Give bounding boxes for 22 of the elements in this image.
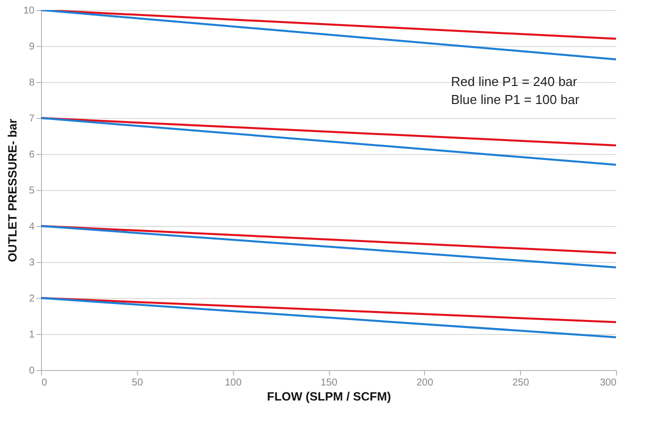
x-tick-label: 250 xyxy=(512,378,530,388)
annotation: Red line P1 = 240 bar xyxy=(451,74,578,89)
y-tick-label: 10 xyxy=(23,6,35,16)
y-tick-label: 8 xyxy=(28,78,35,88)
x-tick-label: 150 xyxy=(320,378,338,388)
x-tick-label: 200 xyxy=(416,378,434,388)
y-tick-label: 3 xyxy=(28,258,35,268)
x-tick-label: 50 xyxy=(132,378,144,388)
y-tick-label: 6 xyxy=(28,150,35,160)
y-axis-title: OUTLET PRESSURE- bar xyxy=(5,118,20,262)
x-tick-label: 300 xyxy=(600,378,617,388)
x-tick-label: 0 xyxy=(42,378,48,388)
y-tick-label: 7 xyxy=(28,114,35,124)
y-tick-label: 0 xyxy=(28,366,35,376)
x-tick-label: 100 xyxy=(224,378,242,388)
y-tick-label: 4 xyxy=(28,222,35,232)
x-axis-title: FLOW (SLPM / SCFM) xyxy=(267,390,391,404)
y-tick-label: 9 xyxy=(28,42,35,52)
y-tick-label: 1 xyxy=(28,330,35,340)
y-tick-label: 2 xyxy=(28,294,35,304)
annotation: Blue line P1 = 100 bar xyxy=(451,92,580,107)
y-tick-label: 5 xyxy=(28,186,35,196)
